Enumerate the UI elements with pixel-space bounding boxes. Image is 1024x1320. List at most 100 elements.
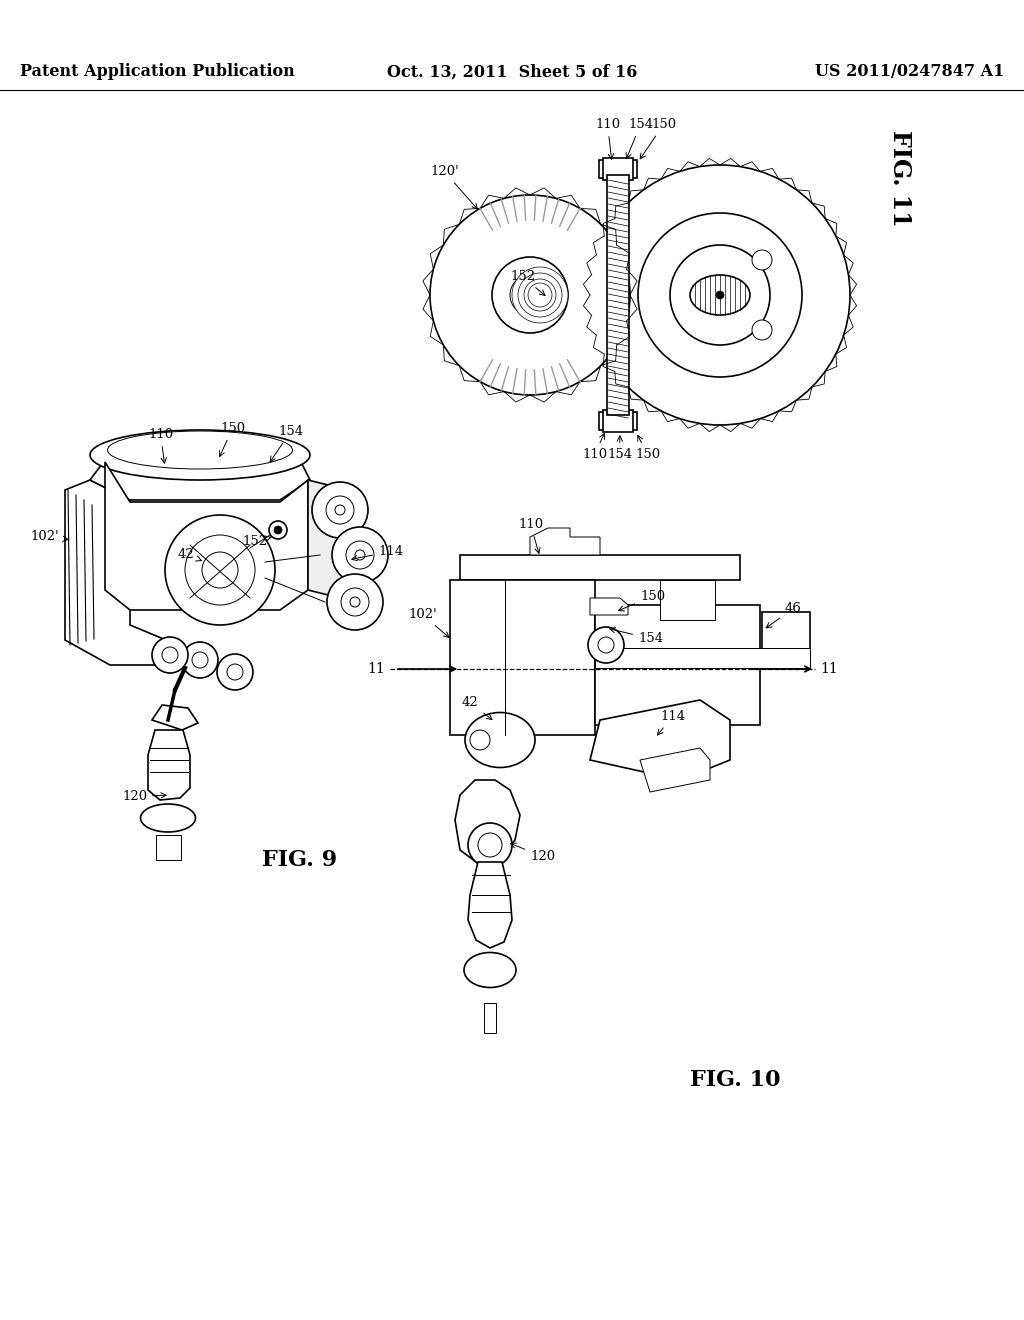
Text: US 2011/0247847 A1: US 2011/0247847 A1	[815, 63, 1004, 81]
Circle shape	[524, 289, 536, 301]
Circle shape	[492, 257, 568, 333]
Text: 154: 154	[607, 436, 632, 461]
Ellipse shape	[465, 713, 535, 767]
Text: 114: 114	[657, 710, 685, 735]
Circle shape	[346, 541, 374, 569]
Text: Oct. 13, 2011  Sheet 5 of 16: Oct. 13, 2011 Sheet 5 of 16	[387, 63, 637, 81]
Circle shape	[162, 647, 178, 663]
Bar	[156, 836, 181, 861]
Polygon shape	[640, 748, 710, 792]
Bar	[762, 612, 810, 649]
Polygon shape	[530, 528, 600, 554]
Bar	[599, 160, 637, 178]
Text: 152: 152	[242, 535, 271, 548]
Circle shape	[350, 597, 360, 607]
Text: 11: 11	[368, 663, 385, 676]
Text: 110: 110	[518, 517, 543, 553]
Text: FIG. 9: FIG. 9	[262, 849, 338, 871]
Circle shape	[152, 638, 188, 673]
Text: 11: 11	[820, 663, 838, 676]
Bar	[595, 648, 810, 668]
Polygon shape	[590, 598, 628, 615]
Polygon shape	[455, 780, 520, 865]
Circle shape	[528, 282, 552, 308]
Circle shape	[598, 638, 614, 653]
Bar	[460, 554, 740, 579]
Text: 110: 110	[595, 117, 621, 160]
Circle shape	[524, 279, 556, 312]
Circle shape	[512, 267, 568, 323]
Text: 120: 120	[511, 843, 555, 863]
Bar	[607, 176, 629, 414]
Circle shape	[217, 653, 253, 690]
Ellipse shape	[90, 430, 310, 480]
Circle shape	[716, 290, 724, 300]
Text: 154: 154	[609, 627, 664, 645]
Polygon shape	[590, 700, 730, 780]
Polygon shape	[105, 462, 308, 610]
Circle shape	[341, 587, 369, 616]
Circle shape	[355, 550, 365, 560]
Ellipse shape	[690, 275, 750, 315]
Circle shape	[590, 165, 850, 425]
Polygon shape	[148, 730, 190, 800]
Text: 150: 150	[635, 436, 660, 461]
Bar	[603, 158, 633, 180]
Ellipse shape	[108, 432, 293, 469]
Circle shape	[185, 535, 255, 605]
Text: 154: 154	[270, 425, 303, 462]
Circle shape	[470, 730, 490, 750]
Bar	[450, 579, 595, 735]
Circle shape	[588, 627, 624, 663]
Text: 114: 114	[352, 545, 403, 561]
Circle shape	[312, 482, 368, 539]
Polygon shape	[90, 450, 310, 500]
Circle shape	[326, 496, 354, 524]
Circle shape	[478, 833, 502, 857]
Text: 110: 110	[148, 428, 173, 463]
Text: 42: 42	[178, 548, 202, 561]
Text: 110: 110	[582, 433, 607, 461]
Circle shape	[227, 664, 243, 680]
Circle shape	[193, 652, 208, 668]
Circle shape	[638, 213, 802, 378]
Polygon shape	[468, 862, 512, 948]
Circle shape	[510, 275, 550, 315]
Text: 154: 154	[626, 117, 653, 158]
Circle shape	[165, 515, 275, 624]
Circle shape	[518, 273, 562, 317]
Ellipse shape	[140, 804, 196, 832]
Circle shape	[335, 506, 345, 515]
Text: 120': 120'	[430, 165, 477, 209]
Text: Patent Application Publication: Patent Application Publication	[20, 63, 295, 81]
Bar	[595, 605, 760, 725]
Text: 102': 102'	[408, 609, 450, 638]
Circle shape	[274, 525, 282, 535]
Circle shape	[269, 521, 287, 539]
Text: 46: 46	[766, 602, 802, 628]
Text: FIG. 11: FIG. 11	[888, 129, 912, 226]
Text: 120: 120	[122, 789, 166, 803]
Text: 150: 150	[618, 590, 666, 611]
Ellipse shape	[464, 953, 516, 987]
Bar	[660, 579, 715, 620]
Text: 42: 42	[462, 696, 492, 719]
Text: 150: 150	[219, 422, 245, 457]
Circle shape	[327, 574, 383, 630]
Circle shape	[752, 319, 772, 341]
Circle shape	[752, 249, 772, 271]
Text: FIG. 10: FIG. 10	[690, 1069, 780, 1092]
Bar	[603, 411, 633, 432]
Text: 150: 150	[640, 117, 676, 158]
Circle shape	[430, 195, 630, 395]
Circle shape	[202, 552, 238, 587]
Polygon shape	[308, 480, 348, 601]
Bar	[484, 1003, 496, 1034]
Polygon shape	[65, 480, 190, 665]
Polygon shape	[152, 705, 198, 730]
Circle shape	[468, 822, 512, 867]
Circle shape	[332, 527, 388, 583]
Text: 152: 152	[510, 271, 545, 296]
Bar	[599, 412, 637, 430]
Text: 102': 102'	[30, 531, 69, 543]
